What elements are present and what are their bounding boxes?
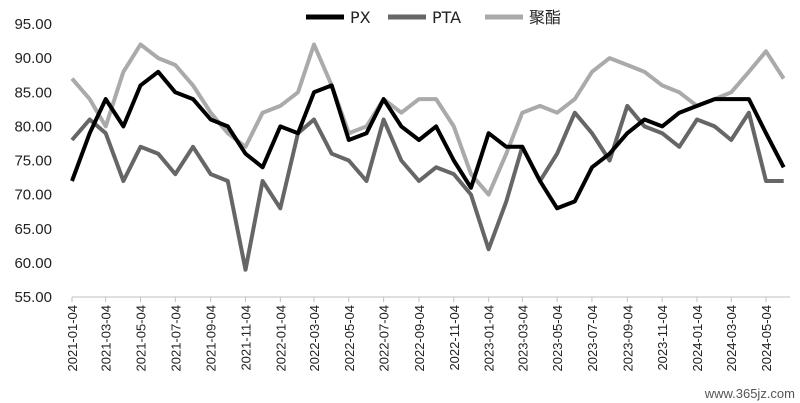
legend: PX PTA 聚酯 bbox=[306, 8, 561, 27]
x-tick-label: 2023-07-04 bbox=[585, 305, 600, 372]
y-tick-label: 60.00 bbox=[14, 255, 52, 272]
x-tick-label: 2021-11-04 bbox=[239, 305, 254, 371]
x-tick-label: 2021-03-04 bbox=[99, 305, 114, 372]
x-tick-label: 2021-07-04 bbox=[168, 305, 183, 372]
y-tick-label: 55.00 bbox=[14, 289, 52, 306]
series-line-pta bbox=[70, 103, 784, 272]
legend-item-polyester: 聚酯 bbox=[485, 8, 561, 27]
x-tick-label: 2023-05-04 bbox=[550, 305, 565, 372]
legend-item-pta: PTA bbox=[388, 8, 461, 27]
x-axis-ticks: 2021-01-04 2021-03-04 2021-05-04 2021-07-04… bbox=[65, 297, 774, 372]
x-tick-label: 2023-01-04 bbox=[482, 305, 497, 372]
x-tick-label: 2022-01-04 bbox=[273, 305, 288, 372]
x-tick-label: 2021-05-04 bbox=[133, 305, 148, 372]
x-tick-label: 2024-01-04 bbox=[690, 305, 705, 372]
watermark-text: www.365jz.com bbox=[704, 386, 795, 401]
legend-item-px: PX bbox=[306, 8, 371, 27]
x-tick-label: 2023-09-04 bbox=[620, 305, 635, 372]
x-tick-label: 2022-05-04 bbox=[342, 305, 357, 372]
y-tick-label: 90.00 bbox=[14, 50, 52, 67]
x-tick-label: 2021-01-04 bbox=[65, 305, 80, 372]
y-tick-label: 75.00 bbox=[14, 153, 52, 170]
y-tick-label: 85.00 bbox=[14, 84, 52, 101]
legend-label-px: PX bbox=[350, 8, 371, 27]
series-line-px bbox=[70, 69, 786, 211]
series-line-polyester bbox=[70, 42, 786, 197]
x-tick-label: 2022-11-04 bbox=[447, 305, 462, 371]
x-tick-label: 2024-03-04 bbox=[724, 305, 739, 372]
x-tick-label: 2022-07-04 bbox=[377, 305, 392, 372]
x-tick-label: 2021-09-04 bbox=[204, 305, 219, 372]
y-tick-label: 70.00 bbox=[14, 187, 52, 204]
series-layer bbox=[70, 42, 786, 272]
x-tick-label: 2023-03-04 bbox=[515, 305, 530, 372]
x-tick-label: 2024-05-04 bbox=[759, 305, 774, 372]
x-tick-label: 2023-11-04 bbox=[655, 305, 670, 371]
y-tick-label: 80.00 bbox=[14, 118, 52, 135]
y-tick-label: 95.00 bbox=[14, 16, 52, 33]
legend-label-pta: PTA bbox=[432, 8, 461, 27]
y-tick-label: 65.00 bbox=[14, 221, 52, 238]
y-axis-ticks: 55.00 60.00 65.00 70.00 75.00 80.00 85.00 90.00… bbox=[14, 16, 52, 306]
x-tick-label: 2022-09-04 bbox=[412, 305, 427, 372]
legend-label-polyester: 聚酯 bbox=[529, 8, 561, 27]
x-tick-label: 2022-03-04 bbox=[307, 305, 322, 372]
